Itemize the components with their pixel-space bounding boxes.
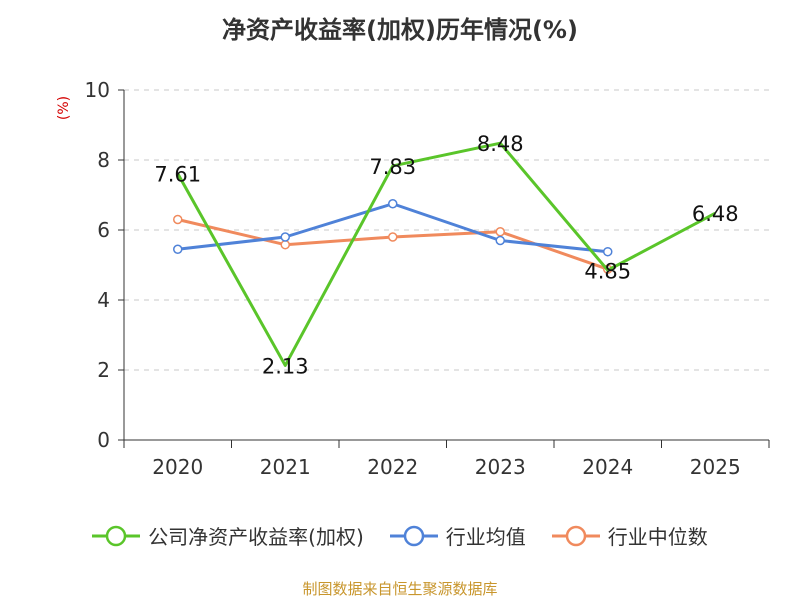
x-tick-label: 2022 bbox=[367, 455, 418, 479]
y-tick-label: 10 bbox=[85, 78, 110, 102]
legend: 公司净资产收益率(加权) 行业均值 行业中位数 bbox=[0, 521, 800, 550]
y-tick-label: 4 bbox=[97, 288, 110, 312]
y-tick-label: 0 bbox=[97, 428, 110, 452]
series-line bbox=[177, 202, 608, 254]
x-tick-label: 2020 bbox=[152, 455, 203, 479]
chart-title: 净资产收益率(加权)历年情况(%) bbox=[222, 16, 578, 44]
data-label: 6.48 bbox=[692, 202, 739, 226]
data-labels: 7.61 2.13 7.83 8.48 4.85 6.48 bbox=[154, 132, 738, 378]
data-point bbox=[495, 235, 505, 246]
legend-label: 行业均值 bbox=[445, 525, 526, 549]
x-tick-label: 2024 bbox=[582, 455, 633, 479]
data-label: 4.85 bbox=[584, 259, 631, 283]
data-point bbox=[388, 232, 398, 242]
data-label: 2.13 bbox=[262, 354, 309, 378]
data-point bbox=[280, 232, 290, 242]
x-tick-label: 2021 bbox=[260, 455, 311, 479]
x-tick-label: 2023 bbox=[475, 455, 526, 479]
legend-marker-icon bbox=[92, 525, 141, 546]
legend-item[interactable]: 行业中位数 bbox=[551, 521, 708, 550]
data-point bbox=[495, 227, 505, 237]
legend-label: 公司净资产收益率(加权) bbox=[148, 525, 364, 549]
grid-lines bbox=[124, 89, 769, 371]
data-label: 7.83 bbox=[369, 155, 416, 179]
legend-item[interactable]: 行业均值 bbox=[389, 521, 526, 550]
data-point bbox=[388, 199, 398, 209]
y-tick-label: 2 bbox=[97, 358, 110, 382]
legend-marker-icon bbox=[389, 525, 438, 546]
data-point bbox=[173, 244, 183, 254]
legend-marker-icon bbox=[551, 525, 600, 546]
data-label: 7.61 bbox=[154, 163, 201, 187]
y-tick-label: 6 bbox=[97, 218, 110, 242]
data-label: 8.48 bbox=[477, 132, 524, 156]
x-tick-label: 2025 bbox=[690, 455, 741, 479]
legend-label: 行业中位数 bbox=[607, 525, 708, 549]
y-tick-label: 8 bbox=[97, 148, 110, 172]
legend-item[interactable]: 公司净资产收益率(加权) bbox=[92, 521, 364, 550]
axes: 0 2 4 6 8 10 2020 2021 2022 2023 2024 2025 bbox=[85, 78, 770, 479]
data-point bbox=[603, 246, 613, 257]
data-source-note: 制图数据来自恒生聚源数据库 bbox=[302, 580, 498, 598]
data-point bbox=[173, 214, 183, 225]
data-point bbox=[280, 239, 290, 250]
series-line bbox=[176, 141, 716, 367]
series-lines bbox=[173, 141, 716, 367]
